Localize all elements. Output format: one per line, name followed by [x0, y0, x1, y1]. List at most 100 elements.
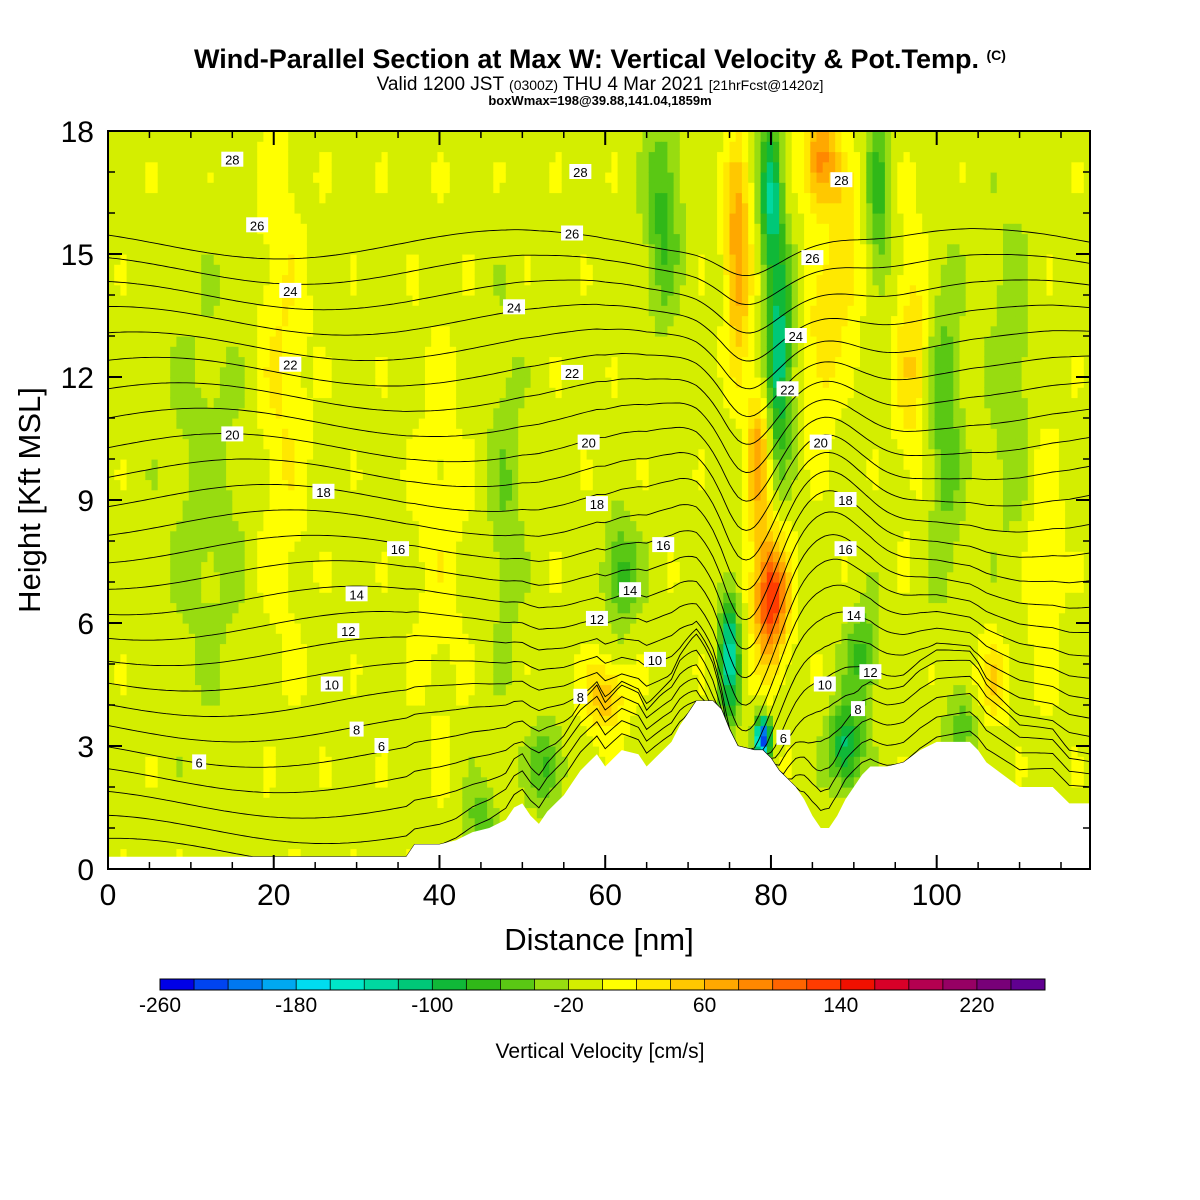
w-cell	[499, 223, 507, 235]
w-cell	[269, 623, 277, 634]
w-cell	[437, 715, 445, 727]
w-cell	[487, 510, 494, 522]
w-cell	[151, 725, 159, 737]
w-cell	[400, 746, 407, 757]
w-cell	[288, 664, 295, 675]
w-cell	[201, 653, 208, 665]
w-cell	[201, 520, 208, 532]
w-cell	[319, 459, 327, 470]
w-cell	[406, 284, 414, 296]
w-cell	[400, 787, 407, 798]
w-cell	[437, 623, 445, 634]
w-cell	[412, 407, 420, 419]
w-cell	[425, 828, 432, 839]
w-cell	[163, 510, 171, 522]
w-cell	[226, 510, 233, 522]
w-cell	[524, 428, 532, 440]
w-cell	[201, 633, 208, 645]
w-cell	[449, 438, 457, 450]
w-cell	[195, 653, 202, 665]
w-cell	[362, 448, 370, 460]
w-cell	[114, 284, 121, 296]
w-cell	[393, 295, 401, 306]
w-cell	[139, 356, 146, 368]
w-cell	[487, 817, 494, 829]
w-cell	[468, 131, 476, 142]
w-cell	[437, 305, 445, 317]
w-cell	[151, 254, 159, 265]
w-cell	[306, 407, 314, 419]
w-cell	[151, 838, 159, 850]
w-cell	[375, 438, 383, 450]
w-cell	[145, 838, 153, 850]
w-cell	[499, 264, 507, 276]
w-cell	[487, 305, 494, 317]
w-cell	[505, 633, 513, 645]
w-cell	[257, 131, 264, 142]
w-cell	[493, 182, 501, 194]
w-cell	[207, 787, 215, 798]
w-cell	[350, 161, 358, 173]
w-cell	[120, 725, 128, 737]
w-cell	[344, 161, 351, 173]
w-cell	[232, 817, 240, 829]
w-cell	[263, 202, 271, 214]
w-cell	[306, 264, 314, 276]
w-cell	[456, 223, 463, 235]
w-cell	[213, 694, 221, 706]
w-cell	[400, 254, 407, 265]
w-cell	[300, 694, 308, 706]
w-cell	[114, 705, 121, 716]
w-cell	[257, 746, 264, 757]
w-cell	[282, 182, 289, 194]
w-cell	[480, 479, 488, 491]
w-cell	[170, 233, 177, 245]
w-cell	[139, 653, 146, 665]
w-cell	[418, 131, 426, 142]
w-cell	[406, 797, 414, 809]
w-cell	[462, 192, 470, 204]
w-cell	[387, 469, 395, 481]
w-cell	[139, 387, 146, 399]
w-cell	[456, 541, 463, 552]
w-cell	[120, 305, 128, 317]
w-cell	[163, 838, 171, 850]
w-cell	[188, 325, 196, 337]
w-cell	[250, 571, 258, 583]
w-cell	[163, 213, 171, 224]
w-cell	[182, 766, 190, 778]
w-cell	[375, 582, 383, 593]
w-cell	[362, 643, 370, 655]
w-cell	[182, 756, 190, 768]
w-cell	[288, 243, 295, 255]
w-cell	[449, 182, 457, 194]
w-cell	[163, 182, 171, 194]
w-cell	[381, 776, 389, 788]
w-cell	[244, 817, 252, 829]
w-cell	[126, 530, 134, 542]
w-cell	[425, 530, 432, 542]
w-cell	[170, 602, 177, 614]
w-cell	[412, 817, 420, 829]
w-cell	[132, 356, 140, 368]
w-cell	[139, 151, 146, 163]
w-cell	[132, 776, 140, 788]
w-cell	[294, 202, 302, 214]
w-cell	[226, 520, 233, 532]
w-cell	[468, 510, 476, 522]
w-cell	[250, 366, 258, 378]
w-cell	[269, 756, 277, 768]
w-cell	[232, 582, 240, 593]
w-cell	[195, 284, 202, 296]
w-cell	[518, 653, 525, 665]
w-cell	[282, 243, 289, 255]
w-cell	[176, 664, 184, 675]
w-cell	[244, 418, 252, 429]
w-cell	[188, 151, 196, 163]
w-cell	[244, 254, 252, 265]
w-cell	[325, 510, 333, 522]
w-cell	[250, 838, 258, 850]
w-cell	[487, 746, 494, 757]
w-cell	[499, 633, 507, 645]
w-cell	[381, 161, 389, 173]
